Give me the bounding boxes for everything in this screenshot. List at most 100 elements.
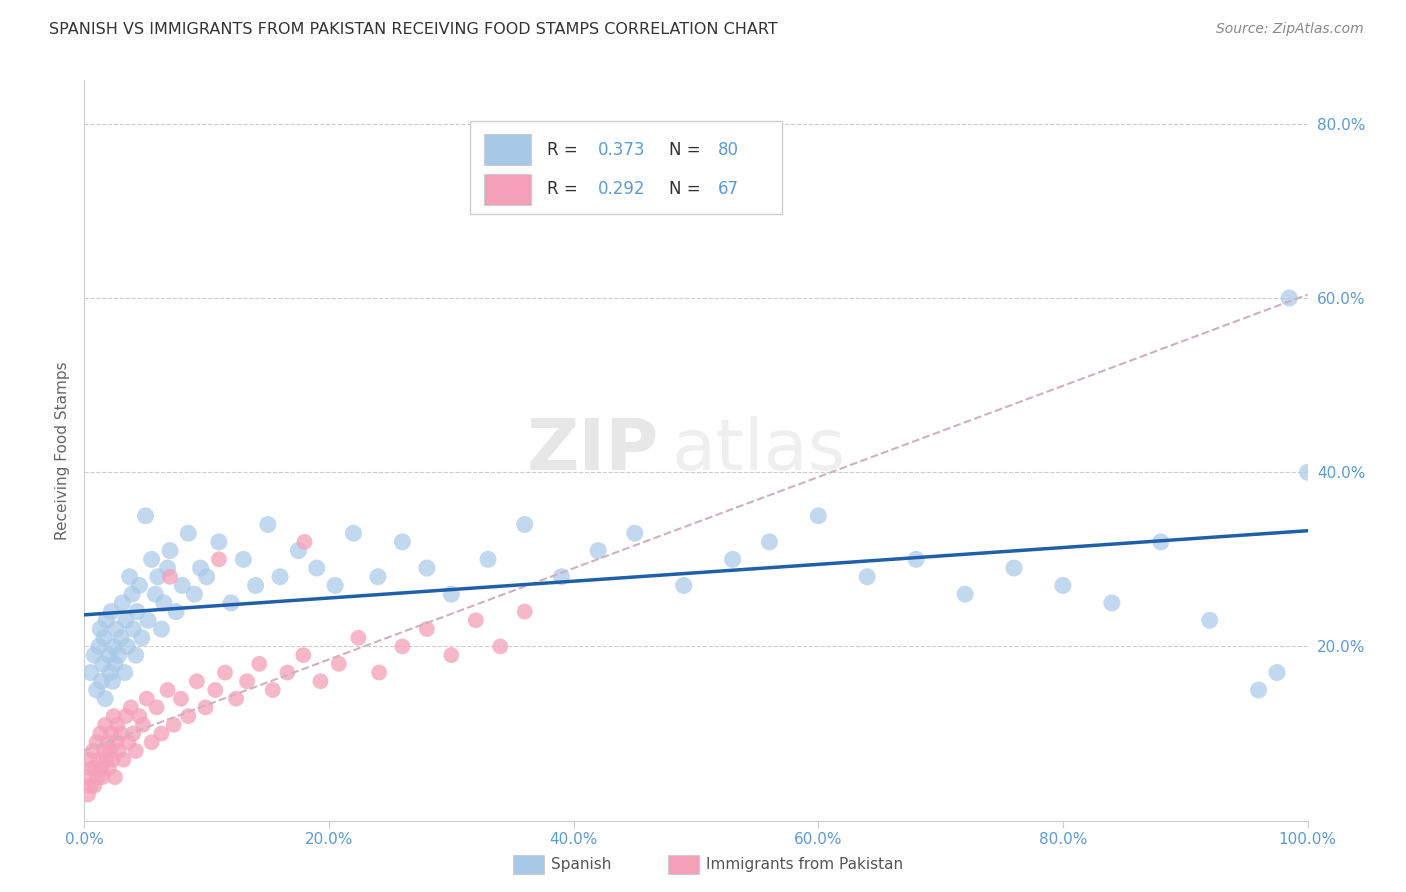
Point (489, 640, 512, 654)
Point (328, 657, 350, 671)
Point (122, 726, 145, 740)
Text: N =: N = (669, 180, 706, 198)
Point (513, 605, 536, 619)
Point (86, 735, 108, 749)
Point (135, 508, 157, 523)
Point (150, 726, 173, 740)
Point (292, 648, 315, 662)
Point (276, 665, 298, 680)
FancyBboxPatch shape (470, 121, 782, 213)
Point (121, 587, 143, 601)
Point (156, 561, 179, 575)
Text: R =: R = (547, 180, 582, 198)
Point (128, 709, 150, 723)
Point (90, 674, 112, 689)
Point (131, 631, 153, 645)
Point (586, 543, 609, 558)
FancyBboxPatch shape (484, 135, 531, 165)
Point (236, 674, 259, 689)
Point (118, 570, 141, 584)
Point (87, 770, 110, 784)
Point (165, 605, 187, 619)
Point (153, 596, 176, 610)
Point (305, 561, 328, 575)
Point (84, 761, 107, 775)
Point (905, 552, 928, 566)
Point (204, 683, 226, 698)
Point (143, 587, 166, 601)
Point (136, 613, 159, 627)
Point (104, 657, 127, 671)
Point (93, 744, 115, 758)
Point (208, 552, 231, 566)
Point (114, 665, 136, 680)
Point (76, 770, 98, 784)
Text: SPANISH VS IMMIGRANTS FROM PAKISTAN RECEIVING FOOD STAMPS CORRELATION CHART: SPANISH VS IMMIGRANTS FROM PAKISTAN RECE… (49, 22, 778, 37)
Point (550, 570, 572, 584)
Text: 80: 80 (718, 141, 740, 159)
Point (105, 718, 128, 732)
Point (245, 578, 267, 592)
Point (104, 770, 127, 784)
Point (110, 631, 132, 645)
Point (1002, 561, 1025, 575)
Point (1296, 465, 1319, 479)
Point (86, 683, 108, 698)
Text: R =: R = (547, 141, 582, 159)
Point (103, 709, 125, 723)
Point (287, 543, 309, 558)
FancyBboxPatch shape (484, 174, 531, 204)
Point (89, 622, 111, 636)
Point (103, 640, 125, 654)
Text: atlas: atlas (672, 416, 846, 485)
Point (367, 570, 389, 584)
Point (90, 761, 112, 775)
Point (440, 587, 463, 601)
Point (105, 622, 128, 636)
Point (125, 605, 148, 619)
Point (94, 691, 117, 706)
Point (1247, 683, 1270, 698)
Point (120, 700, 142, 714)
Point (115, 640, 138, 654)
Point (186, 674, 208, 689)
Point (79, 779, 101, 793)
Point (97, 761, 120, 775)
Point (807, 508, 830, 523)
Point (269, 570, 291, 584)
Point (477, 552, 499, 566)
Text: Immigrants from Pakistan: Immigrants from Pakistan (706, 857, 903, 871)
Point (953, 587, 976, 601)
Point (82, 744, 104, 758)
Point (190, 561, 212, 575)
Point (225, 691, 247, 706)
Point (170, 691, 193, 706)
Point (87, 753, 110, 767)
Text: Source: ZipAtlas.com: Source: ZipAtlas.com (1216, 22, 1364, 37)
Point (107, 648, 129, 662)
Point (262, 683, 284, 698)
Point (1101, 596, 1123, 610)
Point (111, 596, 134, 610)
Point (94, 718, 117, 732)
Point (77, 753, 100, 767)
Point (342, 526, 364, 541)
Point (100, 726, 122, 740)
Point (347, 631, 370, 645)
Point (117, 735, 139, 749)
Point (97, 648, 120, 662)
Point (195, 570, 218, 584)
Point (125, 744, 148, 758)
Point (141, 735, 163, 749)
Point (98, 744, 121, 758)
Point (125, 648, 148, 662)
Y-axis label: Receiving Food Stamps: Receiving Food Stamps (55, 361, 70, 540)
Point (141, 552, 163, 566)
Point (163, 718, 186, 732)
Point (1150, 535, 1173, 549)
Point (856, 570, 879, 584)
Point (132, 718, 155, 732)
Point (232, 552, 254, 566)
Point (159, 570, 181, 584)
Point (77, 788, 100, 802)
